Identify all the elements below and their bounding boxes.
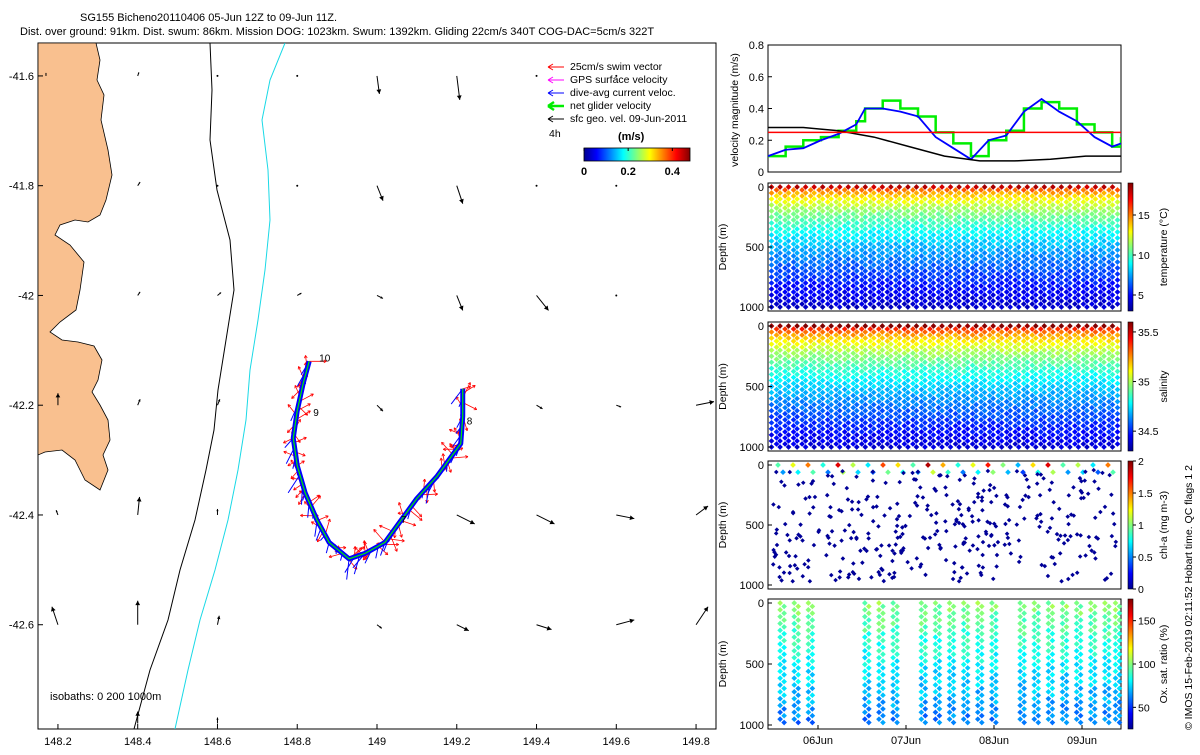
geo-vector-dot [536, 185, 538, 187]
map-y-tick-label: -42.2 [9, 400, 34, 412]
geo-vector-dot [216, 75, 218, 77]
section-y-tick-label: 500 [746, 242, 764, 254]
section-panel: 0 500 1000 Depth (m) 34.5 35 35.5 salinity [717, 321, 1170, 454]
section-y-tick-label: 1000 [740, 302, 764, 314]
geo-vector-arrow [615, 294, 617, 296]
section-colorbar [1128, 322, 1133, 451]
geo-vector-dot [216, 185, 218, 187]
waypoint-label: 10 [319, 353, 331, 364]
chart-title-line2: Dist. over ground: 91km. Dist. swum: 86k… [20, 26, 654, 38]
geo-vector-arrow [296, 185, 298, 187]
map-x-tick-label: 149 [368, 736, 386, 748]
section-colorbar [1128, 183, 1133, 311]
section-colorbar-tick-label: 15 [1138, 210, 1150, 222]
section-colorbar-label: chl-a (mg m-3) [1158, 491, 1170, 559]
section-colorbar-label: temperature (°C) [1158, 208, 1170, 286]
section-y-tick-label: 1000 [740, 580, 764, 592]
legend-time-note: 4h [549, 128, 561, 140]
section-y-tick-label: 500 [746, 520, 764, 532]
section-y-tick-label: 0 [758, 321, 764, 333]
geo-vector-arrow [536, 185, 538, 187]
section-colorbar [1128, 461, 1133, 589]
section-colorbar-tick-label: 0 [1138, 584, 1144, 596]
section-colorbar-tick-label: 35 [1138, 377, 1150, 389]
waypoint-label: 7 [401, 515, 407, 526]
colorbar-units: (m/s) [618, 131, 645, 143]
geo-vector-dot [296, 185, 298, 187]
section-y-tick-label: 0 [758, 182, 764, 194]
geo-vector-dot [296, 75, 298, 77]
geo-vector-arrow [296, 75, 298, 77]
geo-vector-dot [615, 185, 617, 187]
section-panel: 0 500 1000 Depth (m) 0 0.5 1 1.5 2 chl-a (mg m-3) [717, 456, 1170, 596]
legend-sfc-geo: sfc geo. vel. 09-Jun-2011 [570, 113, 687, 125]
section-y-tick-label: 1000 [740, 442, 764, 454]
map-panel: 10 9 8 7 isobaths: 0 200 1000m 25cm/s swim … [9, 43, 716, 748]
speed-colorbar [584, 148, 690, 161]
section-panel: 0 500 1000 Depth (m) 5 10 15 temperature (°C) [717, 182, 1170, 314]
section-colorbar-tick-label: 10 [1138, 250, 1150, 262]
section-ylabel: Depth (m) [717, 363, 729, 410]
map-frame [38, 43, 716, 729]
map-x-tick-label: 149.8 [682, 736, 710, 748]
section-y-tick-label: 500 [746, 382, 764, 394]
colorbar-tick-label: 0 [581, 166, 587, 178]
velocity-panel: velocity magnitude (m/s) [729, 45, 1121, 172]
waypoint-label: 8 [467, 416, 473, 427]
section-y-tick-label: 0 [758, 460, 764, 472]
map-x-tick-label: 149.6 [603, 736, 631, 748]
map-y-tick-label: -42.4 [9, 510, 34, 522]
map-x-tick-label: 148.8 [283, 736, 311, 748]
geo-vector-dot [615, 294, 617, 296]
geo-vector-arrow [615, 185, 617, 187]
map-x-tick-label: 149.2 [443, 736, 471, 748]
map-y-tick-label: -41.6 [9, 71, 34, 83]
section-ylabel: Depth (m) [717, 224, 729, 271]
geo-vector-arrow [45, 73, 46, 76]
map-y-tick-label: -42 [18, 290, 34, 302]
velocity-ylabel: velocity magnitude (m/s) [729, 53, 741, 167]
section-colorbar-tick-label: 5 [1138, 290, 1144, 302]
map-y-tick-label: -42.6 [9, 620, 34, 632]
section-colorbar-tick-label: 1 [1138, 520, 1144, 532]
section-colorbar-tick-label: 0.5 [1138, 552, 1153, 564]
map-y-tick-label: -41.8 [9, 181, 34, 193]
section-colorbar-tick-label: 35.5 [1138, 327, 1159, 339]
colorbar-tick-label: 0.2 [621, 166, 636, 178]
legend-net-glider: net glider velocity [570, 100, 652, 112]
section-colorbar-tick-label: 2 [1138, 456, 1144, 468]
colorbar-tick-label: 0.4 [665, 166, 681, 178]
chart-title-line1: SG155 Bicheno20110406 05-Jun 12Z to 09-J… [80, 12, 337, 24]
legend-dive-avg-current: dive-avg current veloc. [570, 87, 676, 99]
map-x-tick-label: 148.4 [124, 736, 152, 748]
legend-gps-velocity: GPS surface velocity [570, 74, 668, 86]
geo-vector-dot [536, 75, 538, 77]
geo-vector-arrow [216, 185, 218, 187]
section-colorbar-tick-label: 1.5 [1138, 488, 1153, 500]
waypoint-label: 9 [313, 408, 319, 419]
geo-vector-arrow [536, 75, 538, 77]
map-x-tick-label: 148.2 [44, 736, 72, 748]
legend-swim-vector: 25cm/s swim vector [570, 61, 663, 73]
section-ylabel: Depth (m) [717, 502, 729, 549]
map-x-tick-label: 148.6 [204, 736, 232, 748]
section-colorbar-tick-label: 34.5 [1138, 426, 1159, 438]
isobath-legend: isobaths: 0 200 1000m [50, 691, 161, 703]
section-colorbar-label: salinity [1158, 370, 1170, 403]
geo-vector-arrow [216, 75, 218, 77]
map-x-tick-label: 149.4 [523, 736, 551, 748]
